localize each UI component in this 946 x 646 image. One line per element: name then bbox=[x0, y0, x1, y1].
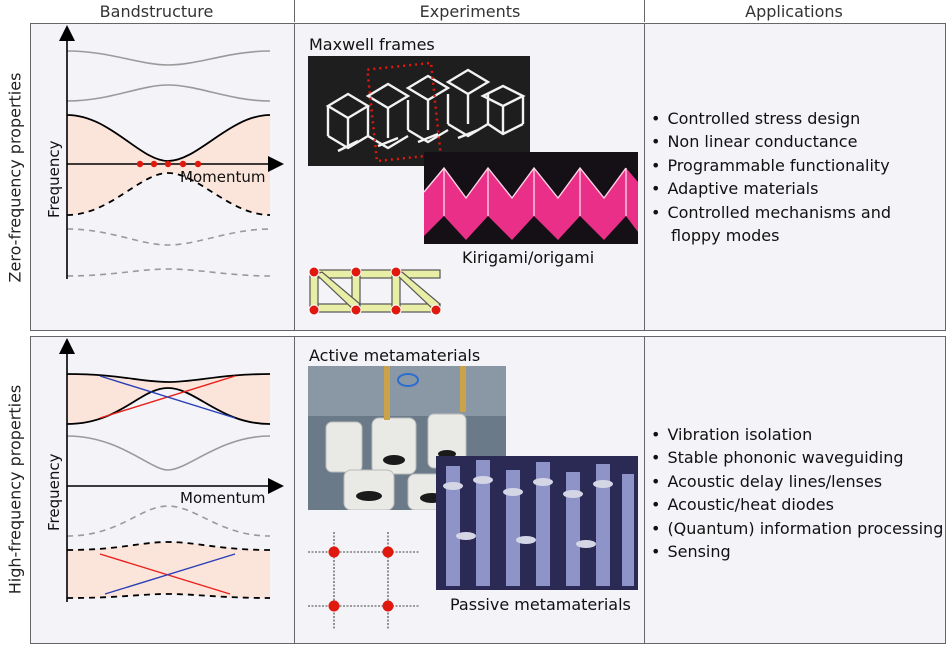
column-header-applications: Applications bbox=[745, 2, 843, 21]
y-axis-label: Frequency bbox=[45, 140, 63, 218]
upper-band-region bbox=[67, 374, 270, 424]
spring-lattice-diagram bbox=[308, 532, 420, 630]
maxwell-frame-photo bbox=[308, 56, 530, 166]
active-metamaterials-photo bbox=[308, 366, 506, 510]
row1-divider-2 bbox=[644, 23, 645, 331]
list-item: Adaptive materials bbox=[651, 177, 891, 200]
row1-divider-1 bbox=[294, 23, 295, 331]
kirigami-caption: Kirigami/origami bbox=[462, 248, 595, 267]
list-item: Non linear conductance bbox=[651, 130, 891, 153]
lower-band-bottom bbox=[66, 593, 271, 599]
bandstructure-zero: Momentum Frequency bbox=[45, 25, 284, 279]
list-item: Acoustic delay lines/lenses bbox=[651, 470, 943, 493]
row-label-high-frequency: High-frequency properties bbox=[5, 384, 25, 595]
row2-divider-2 bbox=[644, 336, 645, 644]
list-item: Controlled mechanisms and bbox=[651, 201, 891, 224]
passive-metamaterials-caption: Passive metamaterials bbox=[450, 595, 631, 614]
origami-photo bbox=[424, 152, 638, 244]
list-item: Sensing bbox=[651, 540, 943, 563]
upper-crossing-blue bbox=[99, 375, 236, 419]
list-item: Programmable functionality bbox=[651, 154, 891, 177]
lower-crossing-blue bbox=[104, 553, 236, 595]
upper-band-2 bbox=[66, 84, 271, 102]
upper-band-1 bbox=[66, 50, 271, 66]
column-header-bandstructure: Bandstructure bbox=[99, 2, 214, 21]
list-item: Stable phononic waveguiding bbox=[651, 446, 943, 469]
lower-band-region bbox=[67, 542, 270, 598]
list-item: Acoustic/heat diodes bbox=[651, 493, 943, 516]
list-item: (Quantum) information processing bbox=[651, 517, 943, 540]
zero-modes bbox=[136, 160, 202, 168]
active-metamaterials-title: Active metamaterials bbox=[309, 346, 481, 365]
maxwell-frames-title: Maxwell frames bbox=[309, 35, 435, 54]
middle-grey-band bbox=[66, 435, 271, 471]
lower-crossing-red bbox=[99, 553, 231, 595]
lower-band-top bbox=[66, 541, 271, 551]
list-item: Controlled stress design bbox=[651, 107, 891, 130]
lower-grey-dashed-2 bbox=[66, 268, 271, 277]
x-axis-label: Momentum bbox=[180, 168, 265, 186]
upper-band-top bbox=[66, 373, 271, 383]
column-header-experiments: Experiments bbox=[419, 2, 521, 21]
x-axis-label: Momentum bbox=[180, 489, 265, 507]
header-divider-2 bbox=[644, 0, 645, 22]
list-item: floppy modes bbox=[671, 226, 780, 246]
lower-dashed-band bbox=[66, 172, 271, 216]
applications-zero-list: Controlled stress design Non linear cond… bbox=[651, 107, 891, 247]
passive-metamaterials-photo bbox=[436, 456, 638, 590]
row-label-zero-frequency: Zero-frequency properties bbox=[5, 72, 25, 283]
y-axis-label: Frequency bbox=[45, 453, 63, 531]
applications-high-list: Vibration isolation Stable phononic wave… bbox=[651, 423, 943, 563]
row2-divider-1 bbox=[294, 336, 295, 644]
truss-diagram bbox=[308, 266, 442, 316]
bandstructure-high: Momentum Frequency bbox=[45, 338, 284, 602]
lower-grey-dashed bbox=[66, 505, 271, 537]
lower-grey-dashed-1 bbox=[66, 228, 271, 246]
header-divider-1 bbox=[294, 0, 295, 22]
list-item: Vibration isolation bbox=[651, 423, 943, 446]
